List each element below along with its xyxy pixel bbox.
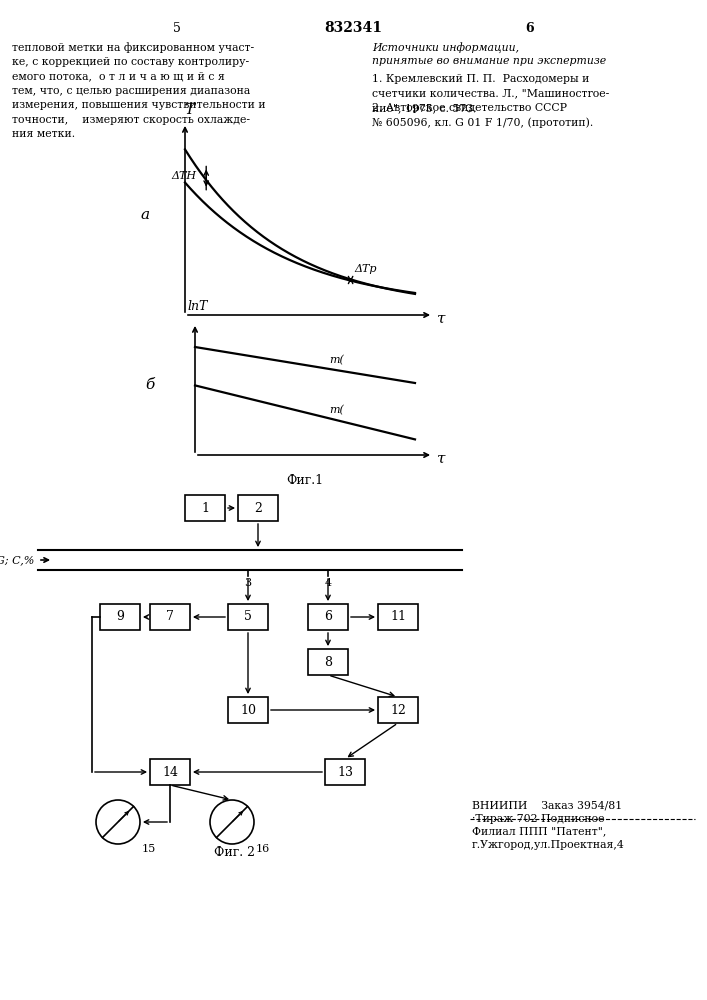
Text: б: б [146, 378, 155, 392]
Text: ΔTН: ΔTН [171, 171, 197, 181]
Text: 9: 9 [116, 610, 124, 624]
Text: 5: 5 [173, 21, 181, 34]
Text: 2. Авторское свидетельство СССР
№ 605096, кл. G 01 F 1/70, (прототип).: 2. Авторское свидетельство СССР № 605096… [372, 103, 593, 128]
Text: τ: τ [437, 452, 445, 466]
Bar [308, 604, 348, 630]
Bar [185, 495, 225, 521]
Text: 7: 7 [166, 610, 174, 624]
Text: 12: 12 [390, 704, 406, 716]
Bar [150, 759, 190, 785]
Text: 832341: 832341 [324, 21, 382, 35]
Bar [228, 604, 268, 630]
Text: 3: 3 [245, 578, 252, 588]
Text: τ: τ [437, 312, 445, 326]
Text: 16: 16 [256, 844, 270, 854]
Text: 6: 6 [324, 610, 332, 624]
Text: Филиал ППП "Патент",: Филиал ППП "Патент", [472, 826, 607, 836]
Text: m(: m( [329, 404, 344, 415]
Text: 5: 5 [244, 610, 252, 624]
Text: m(: m( [329, 355, 344, 366]
Text: 11: 11 [390, 610, 406, 624]
Text: ΔTp: ΔTp [355, 264, 377, 274]
Text: 2: 2 [254, 502, 262, 514]
Text: 14: 14 [162, 766, 178, 778]
Text: 13: 13 [337, 766, 353, 778]
Text: 1: 1 [201, 502, 209, 514]
Text: ·Тираж 702 Подписное: ·Тираж 702 Подписное [472, 814, 604, 824]
Text: Фиг. 2: Фиг. 2 [214, 846, 255, 858]
Bar [308, 649, 348, 675]
Bar [378, 604, 418, 630]
Bar [325, 759, 365, 785]
Text: 1. Кремлевский П. П.  Расходомеры и
счетчики количества. Л., "Машиностroe-
ние",: 1. Кремлевский П. П. Расходомеры и счетч… [372, 74, 609, 113]
Text: ВНИИПИ    Заказ 3954/81: ВНИИПИ Заказ 3954/81 [472, 800, 622, 810]
Text: Источники информации,: Источники информации, [372, 42, 519, 53]
Text: 6: 6 [526, 21, 534, 34]
Text: lnT: lnT [187, 300, 207, 313]
Text: Фиг.1: Фиг.1 [286, 474, 324, 487]
Text: г.Ужгород,ул.Проектная,4: г.Ужгород,ул.Проектная,4 [472, 840, 625, 850]
Text: принятые во внимание при экспертизе: принятые во внимание при экспертизе [372, 56, 606, 66]
Text: T: T [184, 103, 194, 117]
Text: 4: 4 [325, 578, 332, 588]
Text: 8: 8 [324, 656, 332, 668]
Text: 10: 10 [240, 704, 256, 716]
Text: G; C,%: G; C,% [0, 555, 34, 565]
Text: 15: 15 [142, 844, 156, 854]
Text: тепловой метки на фиксированном участ-
ке, с коррекцией по составу контролиру-
е: тепловой метки на фиксированном участ- к… [12, 42, 266, 139]
Bar [100, 604, 140, 630]
Bar [238, 495, 278, 521]
Bar [228, 697, 268, 723]
Bar [378, 697, 418, 723]
Bar [150, 604, 190, 630]
Text: а: а [141, 208, 150, 222]
